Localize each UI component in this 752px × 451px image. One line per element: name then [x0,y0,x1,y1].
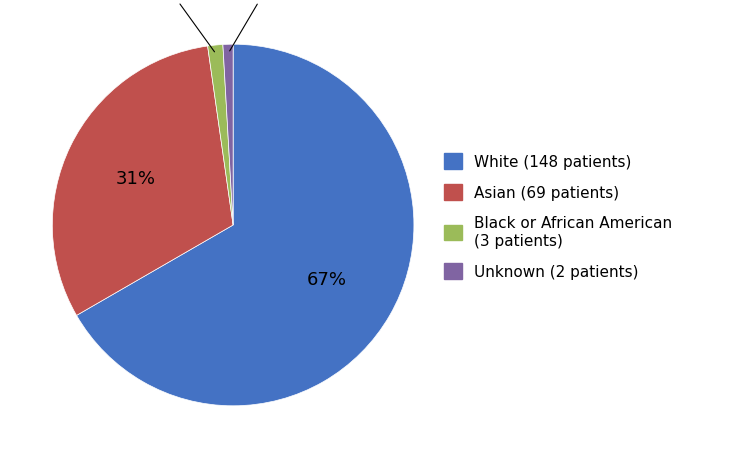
Wedge shape [77,45,414,406]
Wedge shape [53,47,233,316]
Text: 67%: 67% [307,271,347,289]
Text: 1%: 1% [156,0,214,53]
Wedge shape [223,45,233,226]
Text: 1%: 1% [229,0,280,52]
Legend: White (148 patients), Asian (69 patients), Black or African American
(3 patients: White (148 patients), Asian (69 patients… [444,153,672,280]
Text: 31%: 31% [116,169,156,187]
Wedge shape [208,46,233,226]
